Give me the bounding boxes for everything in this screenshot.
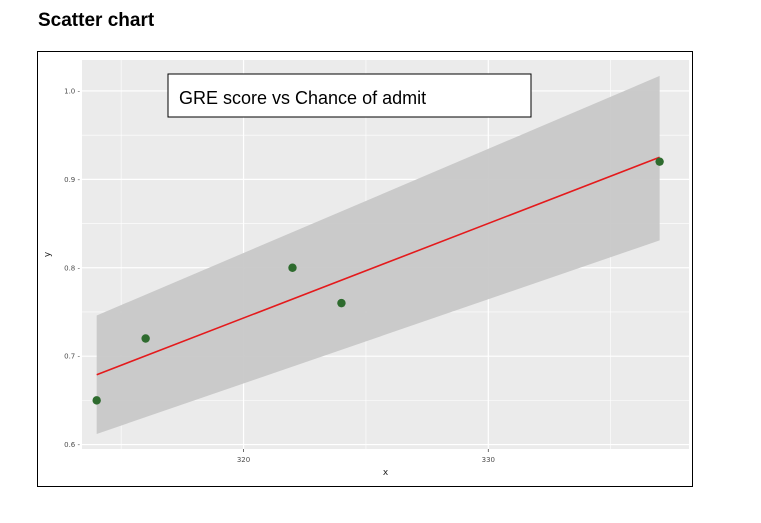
x-tick-label: 330 — [482, 456, 495, 464]
y-tick-label: 0.6 - — [64, 441, 80, 449]
data-point — [655, 157, 664, 166]
chart-title: GRE score vs Chance of admit — [179, 88, 426, 108]
y-tick-label: 1.0 - — [64, 87, 80, 95]
confidence-band — [96, 75, 660, 434]
x-tick-label: 320 — [237, 456, 250, 464]
data-point — [288, 263, 297, 272]
page-heading: Scatter chart — [38, 10, 155, 31]
y-tick-label: 0.8 - — [64, 264, 80, 272]
fit-line — [96, 156, 660, 376]
x-axis-label: x — [383, 468, 389, 478]
title-box-border — [167, 73, 532, 118]
title-box: GRE score vs Chance of admit — [167, 73, 532, 118]
y-tick-label: 0.7 - — [64, 353, 80, 361]
x-axis-ticks: 320 330 — [237, 449, 495, 464]
data-point — [92, 396, 101, 405]
scatter-chart: 0.6 - 0.7 - 0.8 - 0.9 - 1.0 - 320 330 x y GRE… — [43, 60, 689, 478]
data-point — [337, 298, 346, 308]
chart-frame: 0.6 - 0.7 - 0.8 - 0.9 - 1.0 - 320 330 x y GRE… — [37, 51, 693, 487]
y-axis-label: y — [43, 251, 53, 257]
y-tick-label: 0.9 - — [64, 176, 80, 184]
data-points — [92, 157, 664, 405]
y-axis-ticks: 0.6 - 0.7 - 0.8 - 0.9 - 1.0 - — [64, 87, 80, 449]
data-point — [141, 334, 150, 343]
